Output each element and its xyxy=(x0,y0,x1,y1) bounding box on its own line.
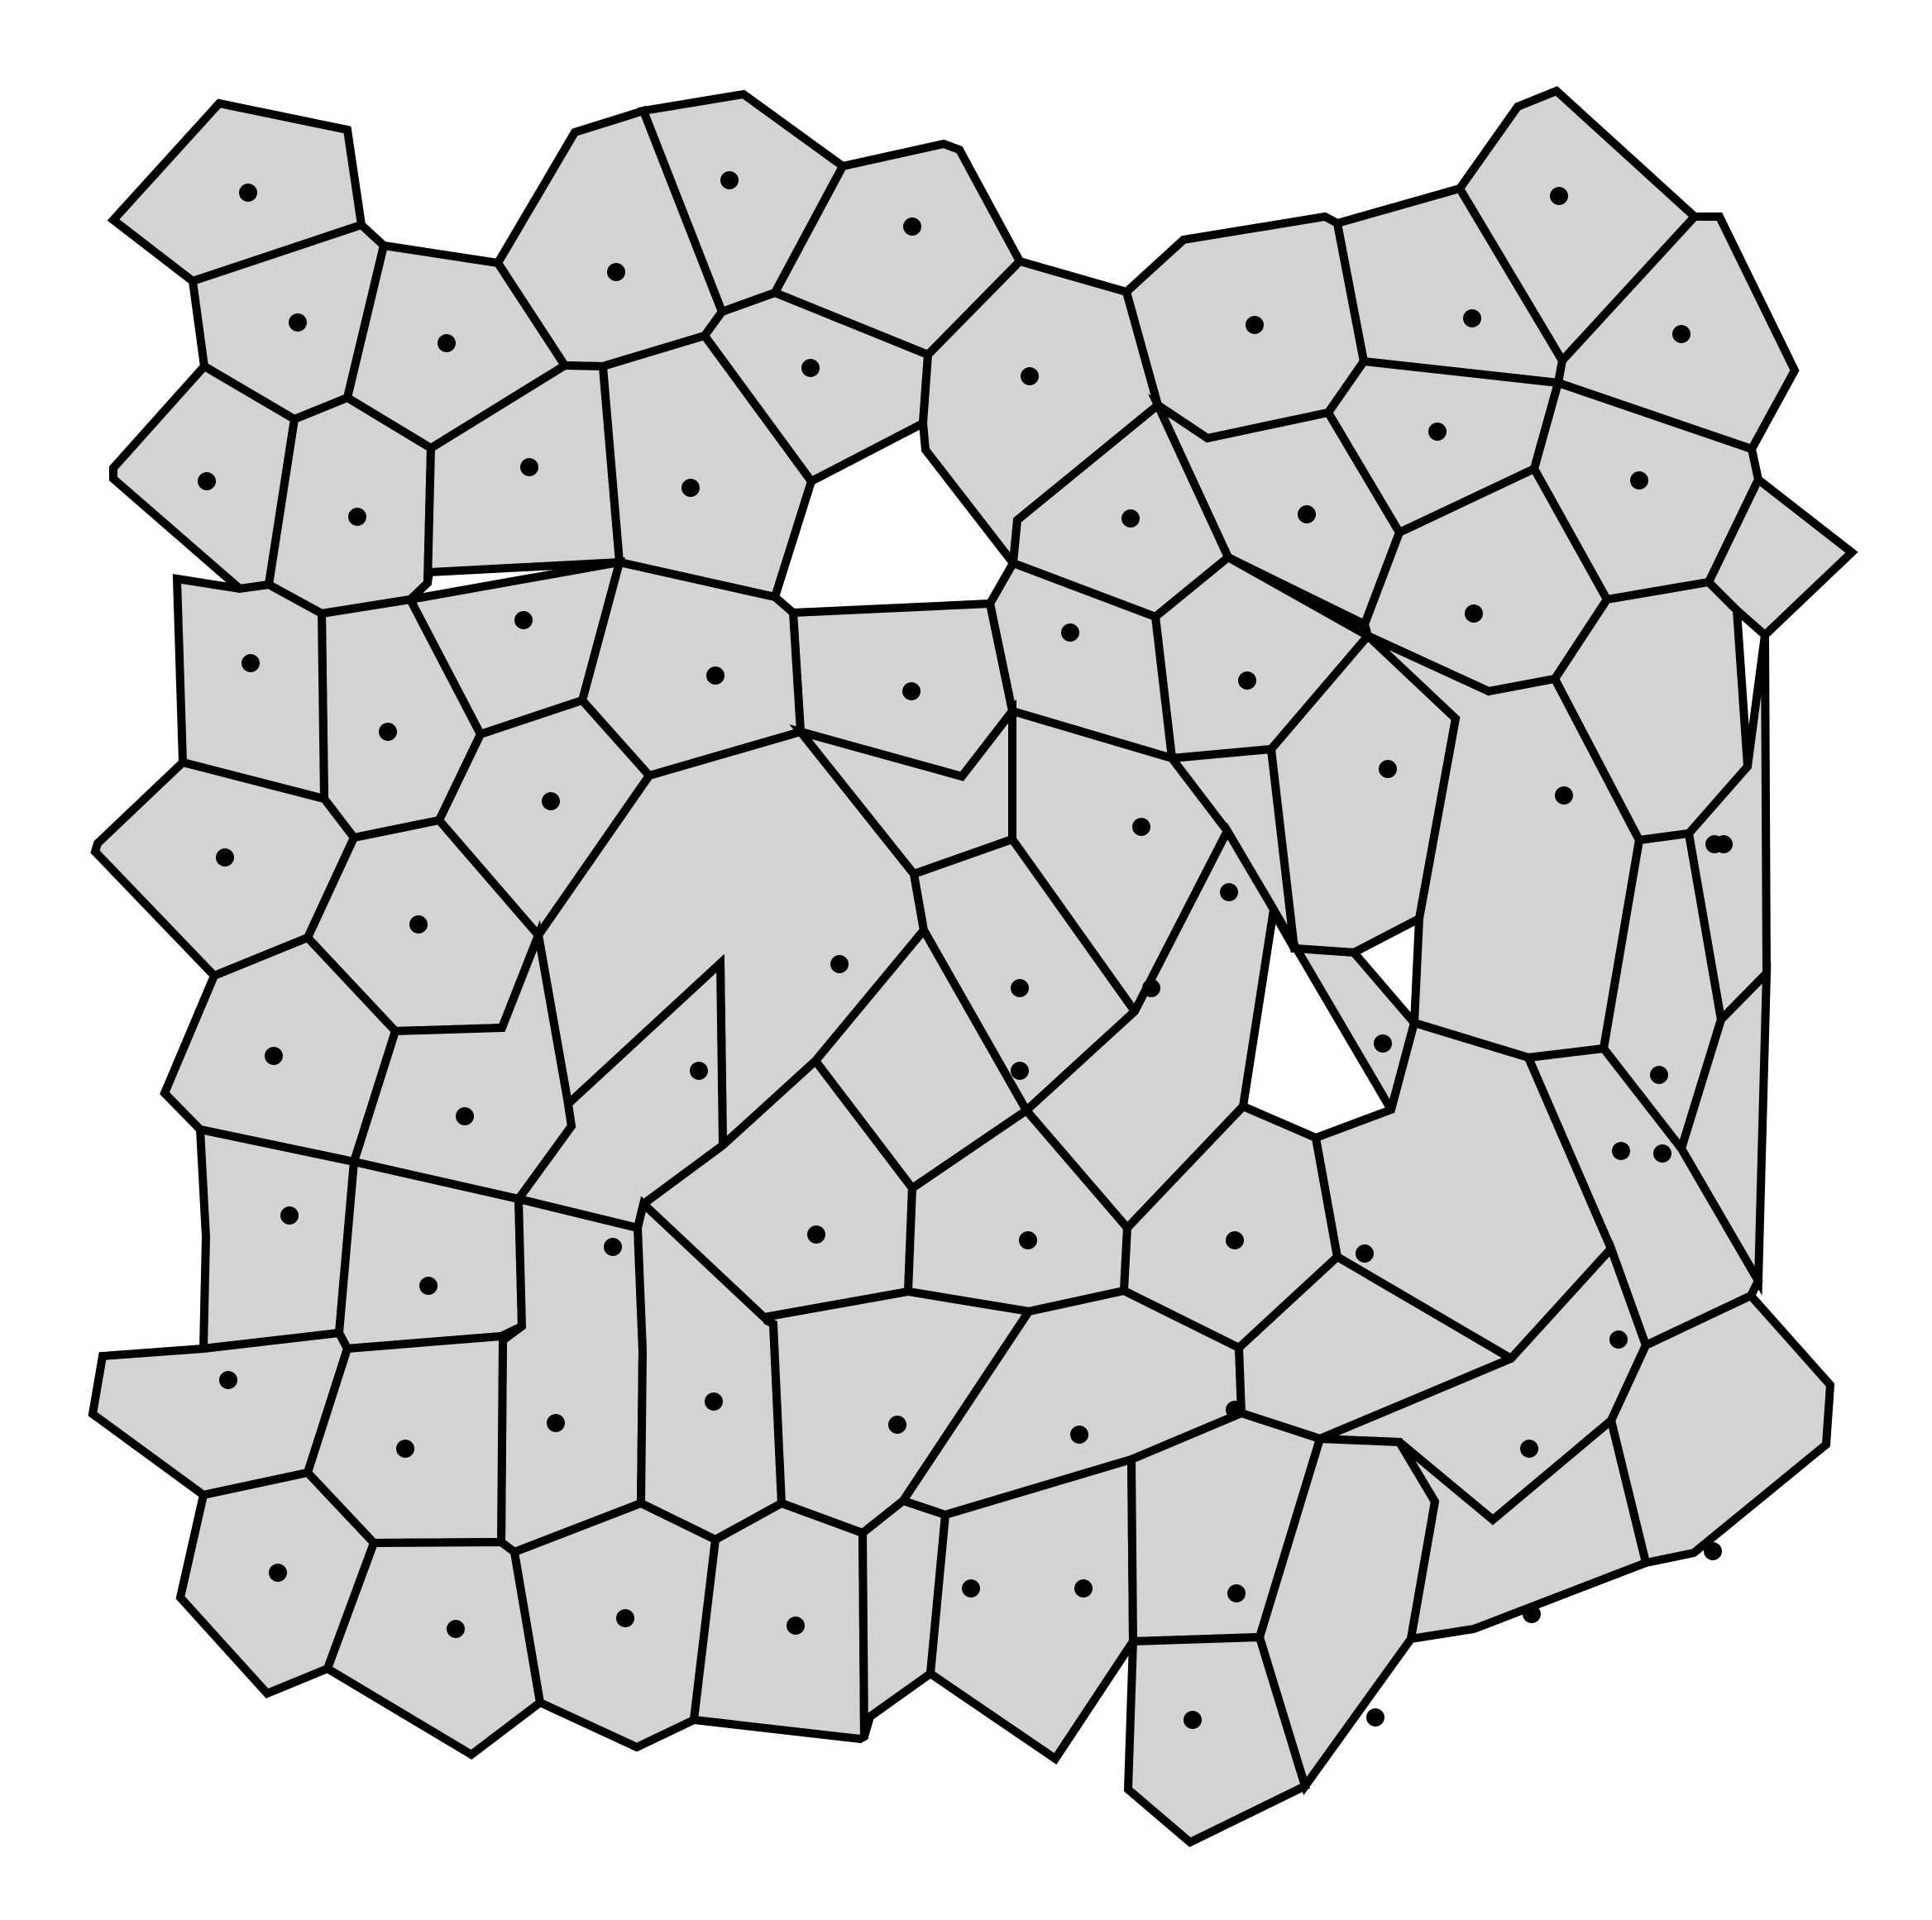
voronoi-sites xyxy=(198,171,1733,1729)
voronoi-site xyxy=(542,792,560,810)
voronoi-site xyxy=(348,508,366,526)
voronoi-cell xyxy=(598,331,816,602)
voronoi-site xyxy=(456,1107,474,1125)
voronoi-site xyxy=(902,682,921,700)
voronoi-site xyxy=(681,479,700,497)
voronoi-site xyxy=(379,723,397,741)
voronoi-site xyxy=(520,458,538,476)
voronoi-site xyxy=(1523,1605,1541,1623)
voronoi-site xyxy=(888,1416,906,1434)
voronoi-site xyxy=(1650,1066,1668,1084)
voronoi-cell xyxy=(1455,86,1701,368)
voronoi-site xyxy=(1226,1401,1244,1419)
voronoi-site xyxy=(1374,1034,1392,1053)
voronoi-cell xyxy=(107,98,366,286)
voronoi-site xyxy=(1021,367,1039,385)
voronoi-site xyxy=(547,1414,565,1432)
voronoi-site xyxy=(1465,604,1483,623)
voronoi-site xyxy=(242,654,260,672)
voronoi-site xyxy=(1463,309,1481,327)
voronoi-site xyxy=(1555,786,1573,805)
voronoi-site xyxy=(1630,471,1648,490)
voronoi-site xyxy=(514,611,533,629)
voronoi-site xyxy=(1011,1062,1029,1080)
voronoi-site xyxy=(1609,1330,1628,1349)
voronoi-site xyxy=(269,1564,287,1582)
voronoi-site xyxy=(1227,1584,1246,1602)
voronoi-site xyxy=(1428,423,1447,441)
voronoi-site xyxy=(219,1371,237,1389)
voronoi-site xyxy=(1011,979,1029,997)
voronoi-site xyxy=(616,1609,634,1627)
voronoi-site xyxy=(607,263,625,281)
voronoi-cell xyxy=(264,393,436,619)
voronoi-site xyxy=(1238,671,1256,690)
voronoi-site xyxy=(1246,316,1264,334)
voronoi-cell xyxy=(334,1156,527,1354)
voronoi-site xyxy=(604,1238,622,1256)
voronoi-cells xyxy=(88,86,1858,1847)
voronoi-site xyxy=(801,359,820,377)
voronoi-cell xyxy=(509,1498,720,1752)
voronoi-site xyxy=(280,1206,299,1225)
voronoi-site xyxy=(1132,818,1150,836)
voronoi-site xyxy=(1672,325,1690,343)
voronoi-cell xyxy=(1123,1632,1311,1847)
voronoi-site xyxy=(396,1440,414,1458)
voronoi-site xyxy=(1070,1426,1088,1444)
voronoi-site xyxy=(1121,509,1140,528)
voronoi-site xyxy=(690,1062,708,1080)
voronoi-site xyxy=(1226,1231,1244,1249)
voronoi-site xyxy=(1061,623,1079,642)
voronoi-site xyxy=(962,1579,980,1598)
voronoi-cell xyxy=(434,695,655,943)
voronoi-site xyxy=(706,666,724,685)
voronoi-site xyxy=(1184,1711,1202,1729)
voronoi-site xyxy=(265,1047,283,1065)
voronoi-site xyxy=(1366,1708,1384,1727)
voronoi-site xyxy=(720,171,739,189)
voronoi-site xyxy=(1653,1144,1671,1163)
voronoi-site xyxy=(1220,883,1238,901)
voronoi-site xyxy=(419,1277,438,1295)
voronoi-site xyxy=(1142,979,1160,997)
voronoi-cell xyxy=(496,1193,648,1557)
voronoi-site xyxy=(447,1620,465,1638)
voronoi-cell xyxy=(195,1124,359,1354)
voronoi-site xyxy=(438,334,456,352)
voronoi-cell xyxy=(1676,962,1772,1296)
voronoi-site xyxy=(409,915,428,934)
voronoi-cell xyxy=(322,1537,545,1760)
voronoi-site xyxy=(1019,1231,1037,1249)
voronoi-site xyxy=(903,217,921,236)
voronoi-site xyxy=(830,955,849,973)
voronoi-cell xyxy=(1684,634,1772,1029)
voronoi-cell xyxy=(925,1454,1138,1765)
voronoi-site xyxy=(216,848,234,867)
voronoi-site xyxy=(787,1617,805,1635)
voronoi-site xyxy=(705,1392,723,1411)
voronoi-cell xyxy=(689,1498,869,1744)
voronoi-cell xyxy=(1703,473,1858,641)
voronoi-site xyxy=(1074,1579,1093,1598)
voronoi-site xyxy=(1520,1440,1538,1458)
voronoi-site xyxy=(239,184,257,202)
voronoi-site xyxy=(1379,760,1397,778)
voronoi-site xyxy=(198,472,216,490)
voronoi-site xyxy=(1356,1244,1374,1263)
voronoi-site xyxy=(1714,835,1733,853)
voronoi-site xyxy=(1704,1542,1722,1560)
voronoi-site xyxy=(1612,1142,1630,1160)
voronoi-site xyxy=(807,1225,825,1244)
voronoi-site xyxy=(1550,187,1568,205)
voronoi-cell xyxy=(1395,1412,1651,1645)
voronoi-cell xyxy=(1606,1290,1835,1568)
voronoi-site xyxy=(289,313,307,332)
voronoi-site xyxy=(1298,505,1316,523)
